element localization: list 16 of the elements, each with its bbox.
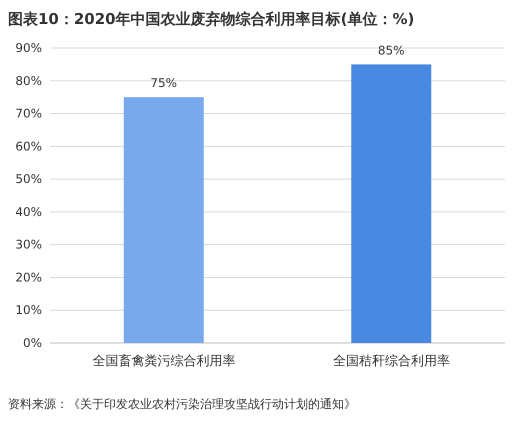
x-tick-label: 全国畜禽粪污综合利用率	[92, 353, 236, 369]
text: 资料来源：《关于印发农业农村污染治理攻坚战行动计划的通知》	[8, 397, 356, 411]
y-tick-label: 30%	[15, 238, 42, 252]
x-tick-label: 全国秸秆综合利用率	[332, 353, 450, 369]
chart-title: 图表10：2020年中国农业废弃物综合利用率目标(单位：%)	[8, 10, 414, 28]
y-tick-label: 80%	[15, 74, 42, 88]
y-tick-label: 90%	[15, 41, 42, 55]
y-tick-label: 0%	[22, 336, 42, 350]
y-tick-label: 60%	[15, 139, 42, 154]
y-tick-label: 20%	[15, 270, 42, 284]
y-tick-label: 10%	[15, 303, 42, 318]
y-tick-label: 50%	[15, 172, 42, 186]
y-tick-label: 70%	[15, 106, 42, 121]
y-tick-label: 40%	[15, 204, 42, 219]
data-label: 85%	[378, 43, 405, 58]
data-label: 75%	[150, 76, 178, 90]
